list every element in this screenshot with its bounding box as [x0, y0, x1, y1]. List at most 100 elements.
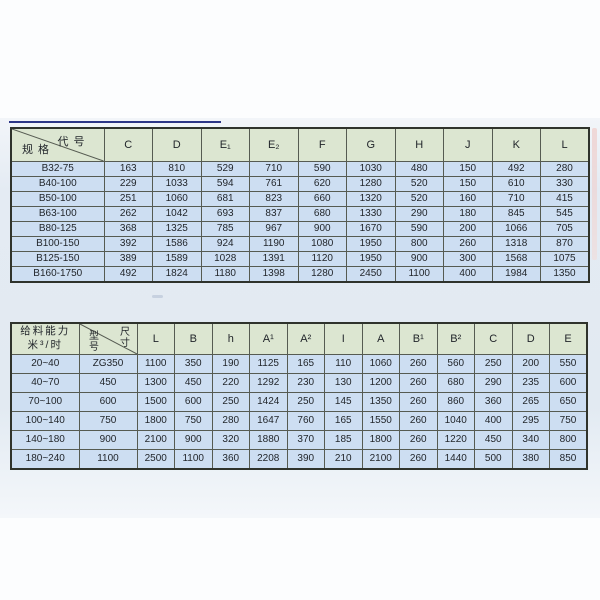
data-cell: 330: [540, 176, 590, 192]
data-cell: 130: [324, 373, 363, 393]
data-cell: 165: [324, 411, 363, 431]
data-cell: 860: [436, 392, 475, 412]
data-cell: 389: [103, 251, 153, 267]
data-cell: 1800: [136, 411, 175, 431]
column-header: D: [511, 322, 550, 355]
model-cell: 600: [78, 392, 138, 412]
data-cell: 1300: [136, 373, 175, 393]
data-cell: 1589: [152, 251, 202, 267]
data-cell: 681: [200, 191, 250, 207]
data-cell: 2450: [346, 266, 396, 283]
row-label: B32-75: [10, 161, 105, 177]
data-cell: 210: [324, 449, 363, 470]
column-header: L: [540, 127, 590, 162]
data-cell: 660: [297, 191, 347, 207]
diagonal-line: [12, 129, 104, 161]
data-cell: 900: [297, 221, 347, 237]
column-header: K: [491, 127, 541, 162]
table-row: 40~70 450 1300 450 220 1292 230 130 1200 260 680 29…: [10, 373, 588, 393]
data-cell: 967: [249, 221, 299, 237]
diagonal-header-cell: 尺寸 型号: [78, 322, 138, 355]
capacity-cell: 180~240: [10, 449, 80, 470]
data-cell: 1125: [249, 354, 288, 374]
data-cell: 250: [211, 392, 250, 412]
data-cell: 680: [297, 206, 347, 222]
data-cell: 492: [103, 266, 153, 283]
data-cell: 2100: [136, 430, 175, 450]
data-cell: 150: [443, 176, 493, 192]
data-cell: 1120: [297, 251, 347, 267]
column-header: E: [549, 322, 588, 355]
data-cell: 785: [200, 221, 250, 237]
data-cell: 1800: [361, 430, 400, 450]
capacity-header-line1: 给料能力: [20, 325, 71, 338]
column-header: A¹: [249, 322, 288, 355]
data-cell: 230: [286, 373, 325, 393]
data-cell: 1030: [346, 161, 396, 177]
data-cell: 760: [286, 411, 325, 431]
capacity-cell: 40~70: [10, 373, 80, 393]
data-cell: 545: [540, 206, 590, 222]
column-header: B²: [436, 322, 475, 355]
data-cell: 837: [249, 206, 299, 222]
data-cell: 380: [511, 449, 550, 470]
column-header: B¹: [399, 322, 438, 355]
data-cell: 1586: [152, 236, 202, 252]
column-header: D: [152, 127, 202, 162]
data-cell: 150: [443, 161, 493, 177]
data-cell: 550: [549, 354, 588, 374]
dimension-table: 代号 规格 C D E₁ E₂ F G H J K L B32-75 163 810 529 710 590…: [10, 127, 590, 283]
data-cell: 600: [549, 373, 588, 393]
data-cell: 368: [103, 221, 153, 237]
model-cell: 900: [78, 430, 138, 450]
data-cell: 415: [540, 191, 590, 207]
table-row: 70~100 600 1500 600 250 1424 250 145 1350 260 860 3…: [10, 392, 588, 412]
data-cell: 163: [103, 161, 153, 177]
data-cell: 492: [491, 161, 541, 177]
data-cell: 620: [297, 176, 347, 192]
column-header: H: [394, 127, 444, 162]
data-cell: 1040: [436, 411, 475, 431]
data-cell: 600: [174, 392, 213, 412]
data-cell: 1440: [436, 449, 475, 470]
data-cell: 800: [549, 430, 588, 450]
data-cell: 480: [394, 161, 444, 177]
column-header: J: [443, 127, 493, 162]
capacity-header-line2: 米³/时: [27, 339, 63, 351]
data-cell: 850: [549, 449, 588, 470]
data-cell: 520: [394, 176, 444, 192]
model-cell: 450: [78, 373, 138, 393]
data-cell: 823: [249, 191, 299, 207]
data-cell: 750: [174, 411, 213, 431]
data-cell: 260: [399, 411, 438, 431]
data-cell: 1318: [491, 236, 541, 252]
data-cell: 250: [474, 354, 513, 374]
table-row: 140~180 900 2100 900 320 1880 370 185 1800 260 122…: [10, 430, 588, 450]
data-cell: 350: [174, 354, 213, 374]
data-cell: 370: [286, 430, 325, 450]
corner-label-spec: 规格: [22, 144, 54, 156]
table-row: 20~40 ZG350 1100 350 190 1125 165 110 1060 260 560…: [10, 354, 588, 374]
table-row: B40-100 229 1033 594 761 620 1280 520 150 610 330: [10, 176, 590, 192]
data-cell: 1190: [249, 236, 299, 252]
data-cell: 450: [474, 430, 513, 450]
data-cell: 1280: [346, 176, 396, 192]
data-cell: 594: [200, 176, 250, 192]
data-cell: 392: [103, 236, 153, 252]
table-row: B50-100 251 1060 681 823 660 1320 520 160 710 415: [10, 191, 590, 207]
data-cell: 229: [103, 176, 153, 192]
diagonal-line: [80, 324, 137, 354]
data-cell: 2100: [361, 449, 400, 470]
data-cell: 145: [324, 392, 363, 412]
data-cell: 1220: [436, 430, 475, 450]
capacity-cell: 20~40: [10, 354, 80, 374]
column-header: F: [297, 127, 347, 162]
data-cell: 1824: [152, 266, 202, 283]
data-cell: 1350: [540, 266, 590, 283]
data-cell: 400: [474, 411, 513, 431]
data-cell: 1500: [136, 392, 175, 412]
data-cell: 1033: [152, 176, 202, 192]
data-cell: 260: [399, 392, 438, 412]
